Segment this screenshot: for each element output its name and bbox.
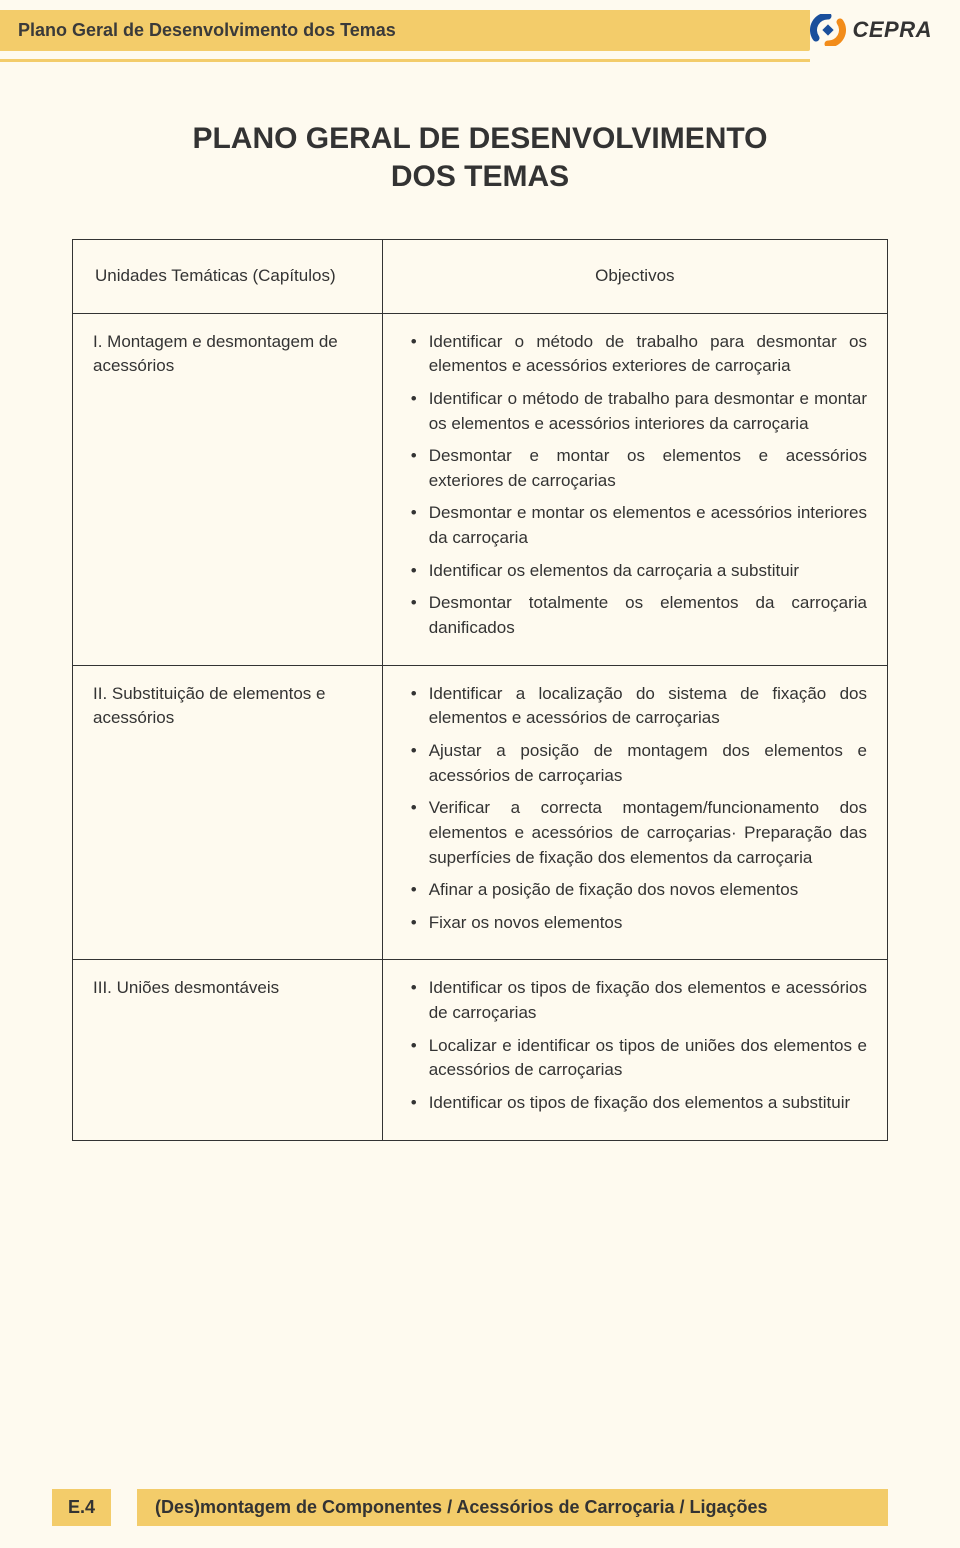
table-header-row: Unidades Temáticas (Capítulos) Objectivo… — [73, 240, 888, 314]
logo-text: CEPRA — [852, 17, 932, 43]
table-row: I. Montagem e desmontagem de acessórios … — [73, 313, 888, 665]
objectives-list: Identificar os tipos de fixação dos elem… — [403, 976, 867, 1115]
logo: CEPRA — [810, 10, 932, 46]
footer-title: (Des)montagem de Componentes / Acessório… — [137, 1489, 888, 1526]
objectives-list: Identificar o método de trabalho para de… — [403, 330, 867, 641]
col-header-objectives: Objectivos — [382, 240, 887, 314]
list-item: Verificar a correcta montagem/funcioname… — [407, 796, 867, 870]
plan-table: Unidades Temáticas (Capítulos) Objectivo… — [72, 239, 888, 1141]
list-item: Ajustar a posição de montagem dos elemen… — [407, 739, 867, 788]
list-item: Identificar os tipos de fixação dos elem… — [407, 976, 867, 1025]
list-item: Identificar os elementos da carroçaria a… — [407, 559, 867, 584]
list-item: Fixar os novos elementos — [407, 911, 867, 936]
list-item: Localizar e identificar os tipos de uniõ… — [407, 1034, 867, 1083]
table-row: II. Substituição de elementos e acessóri… — [73, 665, 888, 960]
unit-cell: III. Uniões desmontáveis — [73, 960, 383, 1140]
list-item: Desmontar e montar os elementos e acessó… — [407, 501, 867, 550]
footer: E.4 (Des)montagem de Componentes / Acess… — [0, 1489, 960, 1526]
page-title: PLANO GERAL DE DESENVOLVIMENTO DOS TEMAS — [0, 120, 960, 195]
list-item: Identificar o método de trabalho para de… — [407, 387, 867, 436]
objectives-cell: Identificar o método de trabalho para de… — [382, 313, 887, 665]
page: Plano Geral de Desenvolvimento dos Temas… — [0, 0, 960, 1548]
list-item: Identificar a localização do sistema de … — [407, 682, 867, 731]
table-row: III. Uniões desmontáveis Identificar os … — [73, 960, 888, 1140]
header-tab: Plano Geral de Desenvolvimento dos Temas — [0, 10, 810, 51]
header: Plano Geral de Desenvolvimento dos Temas… — [0, 0, 960, 62]
title-line2: DOS TEMAS — [391, 160, 569, 193]
list-item: Desmontar totalmente os elementos da car… — [407, 591, 867, 640]
objectives-cell: Identificar a localização do sistema de … — [382, 665, 887, 960]
list-item: Desmontar e montar os elementos e acessó… — [407, 444, 867, 493]
objectives-list: Identificar a localização do sistema de … — [403, 682, 867, 936]
objectives-cell: Identificar os tipos de fixação dos elem… — [382, 960, 887, 1140]
footer-page-number: E.4 — [52, 1489, 111, 1526]
list-item: Identificar o método de trabalho para de… — [407, 330, 867, 379]
unit-cell: II. Substituição de elementos e acessóri… — [73, 665, 383, 960]
list-item: Identificar os tipos de fixação dos elem… — [407, 1091, 867, 1116]
unit-cell: I. Montagem e desmontagem de acessórios — [73, 313, 383, 665]
header-left: Plano Geral de Desenvolvimento dos Temas — [0, 10, 810, 62]
header-rule — [0, 59, 810, 62]
list-item: Afinar a posição de fixação dos novos el… — [407, 878, 867, 903]
logo-icon — [810, 14, 846, 46]
title-line1: PLANO GERAL DE DESENVOLVIMENTO — [192, 122, 767, 155]
col-header-units: Unidades Temáticas (Capítulos) — [73, 240, 383, 314]
